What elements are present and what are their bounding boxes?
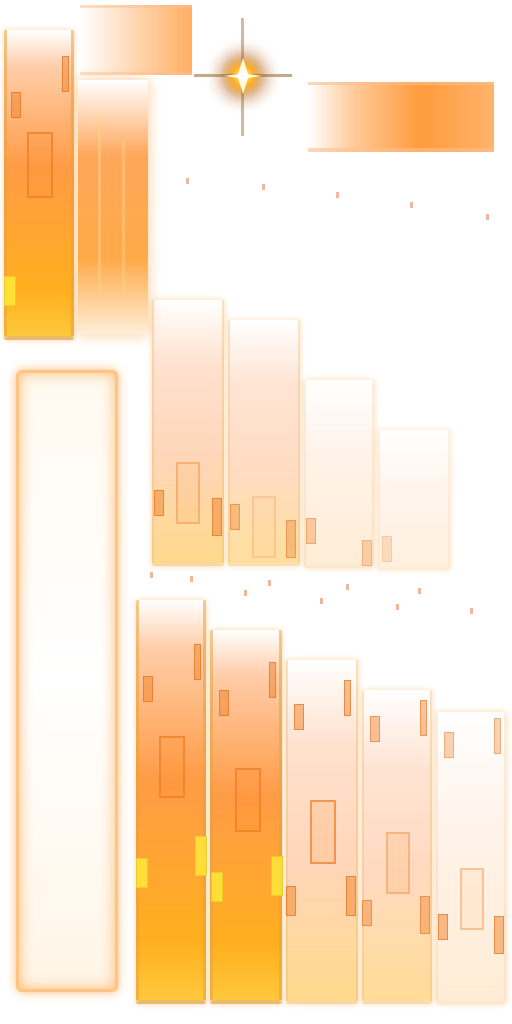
tall-bar-sprite-2	[78, 80, 148, 335]
bar-inner-rect	[235, 768, 261, 832]
tall-bar-sprite-1	[4, 30, 74, 340]
particle-speck	[410, 202, 413, 208]
bar-inner-rect	[310, 800, 336, 864]
bar-inner-rect	[460, 868, 484, 930]
bar-glow-chip	[136, 858, 148, 888]
bar-inner-rect	[176, 462, 200, 524]
bar-inner-rect	[252, 496, 276, 558]
bottom-bar-sprite-5	[436, 712, 506, 1004]
bar-chip	[194, 644, 201, 680]
fading-bar-sprite-2	[228, 320, 300, 566]
bar-inner-rect	[27, 132, 53, 198]
bar-chip	[362, 540, 372, 566]
bar-glow-chip	[211, 872, 223, 902]
bar-chip	[269, 662, 276, 698]
bar-glow-chip	[271, 856, 283, 896]
particle-speck	[470, 608, 473, 614]
bar-chip	[382, 536, 392, 562]
particle-speck	[268, 580, 271, 586]
bar-chip	[62, 56, 69, 92]
bar-chip	[11, 92, 21, 118]
fading-bar-sprite-3	[304, 380, 374, 568]
bar-chip	[420, 896, 430, 934]
bar-chip	[154, 490, 164, 516]
fading-bar-sprite-4	[378, 430, 450, 570]
bar-chip	[230, 504, 240, 530]
bar-chip	[370, 716, 380, 742]
bar-streak	[122, 140, 125, 290]
particle-speck	[346, 584, 349, 590]
bar-chip	[438, 914, 448, 940]
particle-speck	[262, 184, 265, 190]
bar-inner-rect	[386, 832, 410, 894]
bar-chip	[306, 518, 316, 544]
bottom-bar-sprite-4	[362, 690, 432, 1004]
bottom-bar-sprite-1	[136, 600, 207, 1004]
particle-speck	[186, 178, 189, 184]
bar-glow-chip	[4, 276, 16, 306]
bar-chip	[212, 498, 222, 536]
glow-strip-short	[80, 5, 192, 75]
bar-glow-chip	[195, 836, 207, 876]
bar-inner-rect	[159, 736, 185, 798]
particle-speck	[486, 214, 489, 220]
bar-chip	[494, 718, 501, 754]
bottom-bar-sprite-3	[286, 660, 358, 1004]
bar-chip	[494, 916, 504, 954]
bar-chip	[420, 700, 427, 736]
bar-chip	[143, 676, 153, 702]
particle-speck	[190, 576, 193, 582]
particle-speck	[320, 598, 323, 604]
bar-chip	[362, 900, 372, 926]
bar-streak	[98, 120, 101, 290]
bar-chip	[344, 680, 351, 716]
particle-speck	[150, 572, 153, 578]
particle-speck	[244, 590, 247, 596]
bar-chip	[294, 704, 304, 730]
bar-chip	[286, 886, 296, 916]
bar-chip	[444, 732, 454, 758]
particle-speck	[336, 192, 339, 198]
fading-bar-sprite-1	[152, 300, 224, 566]
bar-chip	[346, 876, 356, 916]
bar-chip	[219, 690, 229, 716]
particle-speck	[396, 604, 399, 610]
glow-strip-long	[308, 82, 494, 152]
bottom-bar-sprite-2	[210, 630, 283, 1004]
glow-panel-frame	[16, 370, 118, 992]
bar-chip	[286, 520, 296, 558]
particle-speck	[418, 588, 421, 594]
sparkle-flare-icon	[194, 18, 292, 136]
